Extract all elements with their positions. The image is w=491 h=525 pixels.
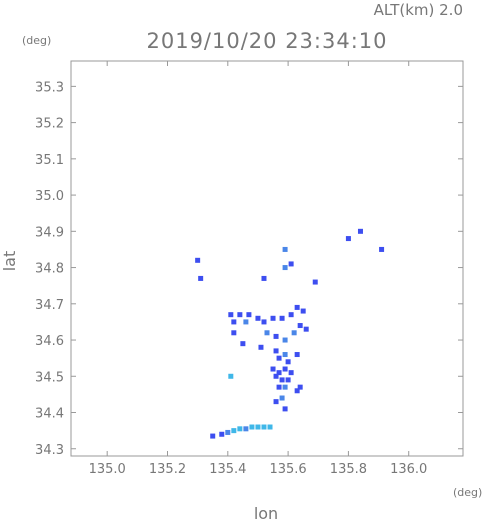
- echo-point: [231, 330, 237, 336]
- x-tick-label: 135.0: [89, 462, 126, 477]
- altitude-label: ALT(km) 2.0: [374, 1, 463, 19]
- y-tick-label: 34.3: [35, 443, 64, 458]
- x-tick-label: 135.8: [330, 462, 367, 477]
- y-tick-label: 34.7: [35, 298, 64, 313]
- x-tick-label: 136.0: [390, 462, 427, 477]
- echo-point: [270, 366, 276, 372]
- echo-point: [279, 377, 285, 383]
- echo-point: [282, 384, 288, 390]
- x-tick-label: 135.6: [269, 462, 306, 477]
- echo-point: [243, 426, 249, 432]
- x-tick-label: 135.4: [209, 462, 246, 477]
- echo-point: [261, 319, 267, 325]
- echo-point: [225, 429, 231, 435]
- echo-point: [273, 333, 279, 339]
- y-tick-label: 34.8: [35, 262, 64, 277]
- echo-point: [294, 388, 300, 394]
- y-tick-label: 34.6: [35, 334, 64, 349]
- echo-point: [219, 431, 225, 437]
- echo-point: [267, 424, 273, 430]
- echo-point: [282, 366, 288, 372]
- x-axis-unit: (deg): [453, 486, 482, 499]
- y-ticks: 34.3 34.4 34.5 34.6 34.7 34.8 34.9 35.0 35.1 35.2…: [35, 80, 463, 458]
- echo-point: [279, 315, 285, 321]
- echo-points: [195, 228, 385, 439]
- y-tick-label: 35.0: [35, 189, 64, 204]
- echo-point: [246, 312, 252, 318]
- echo-point: [240, 341, 246, 347]
- echo-point: [228, 373, 234, 379]
- echo-point: [270, 315, 276, 321]
- y-axis-unit: (deg): [22, 34, 51, 47]
- echo-point: [237, 426, 243, 432]
- echo-point: [210, 433, 216, 439]
- echo-point: [297, 384, 303, 390]
- echo-point: [276, 370, 282, 376]
- echo-point: [249, 424, 255, 430]
- y-tick-label: 35.1: [35, 153, 64, 168]
- echo-point: [198, 275, 204, 281]
- echo-point: [282, 406, 288, 412]
- echo-point: [273, 348, 279, 354]
- echo-point: [282, 246, 288, 252]
- echo-point: [282, 337, 288, 343]
- echo-point: [291, 330, 297, 336]
- echo-point: [276, 384, 282, 390]
- echo-point: [195, 257, 201, 263]
- echo-point: [273, 399, 279, 405]
- echo-point: [297, 323, 303, 329]
- echo-point: [279, 395, 285, 401]
- echo-point: [231, 319, 237, 325]
- x-axis-label: lon: [254, 504, 278, 521]
- echo-point: [312, 279, 318, 285]
- echo-point: [300, 308, 306, 314]
- plot-frame: [70, 60, 464, 457]
- x-ticks: 135.0 135.2 135.4 135.6 135.8 136.0: [89, 61, 427, 477]
- echo-point: [285, 359, 291, 365]
- y-tick-label: 34.9: [35, 225, 64, 240]
- echo-point: [285, 377, 291, 383]
- echo-point: [303, 326, 309, 332]
- echo-point: [273, 373, 279, 379]
- echo-point: [255, 424, 261, 430]
- x-tick-label: 135.2: [149, 462, 186, 477]
- echo-point: [231, 428, 237, 434]
- echo-point: [294, 352, 300, 358]
- echo-point: [261, 275, 267, 281]
- y-tick-label: 34.5: [35, 370, 64, 385]
- y-tick-label: 35.2: [35, 117, 64, 132]
- echo-point: [379, 246, 385, 252]
- echo-point: [255, 315, 261, 321]
- echo-point: [282, 265, 288, 271]
- echo-point: [345, 236, 351, 242]
- y-axis-label: lat: [0, 251, 19, 272]
- echo-point: [243, 319, 249, 325]
- echo-point: [261, 424, 267, 430]
- echo-point: [237, 312, 243, 318]
- echo-point: [282, 352, 288, 358]
- y-tick-label: 34.4: [35, 407, 64, 422]
- echo-point: [276, 355, 282, 361]
- timestamp-title: 2019/10/20 23:34:10: [146, 29, 387, 53]
- echo-point: [288, 312, 294, 318]
- echo-point: [288, 370, 294, 376]
- y-tick-label: 35.3: [35, 80, 64, 95]
- echo-point: [288, 261, 294, 267]
- echo-point: [264, 330, 270, 336]
- echo-point: [357, 228, 363, 234]
- echo-point: [258, 344, 264, 350]
- echo-point: [294, 304, 300, 310]
- echo-point: [228, 312, 234, 318]
